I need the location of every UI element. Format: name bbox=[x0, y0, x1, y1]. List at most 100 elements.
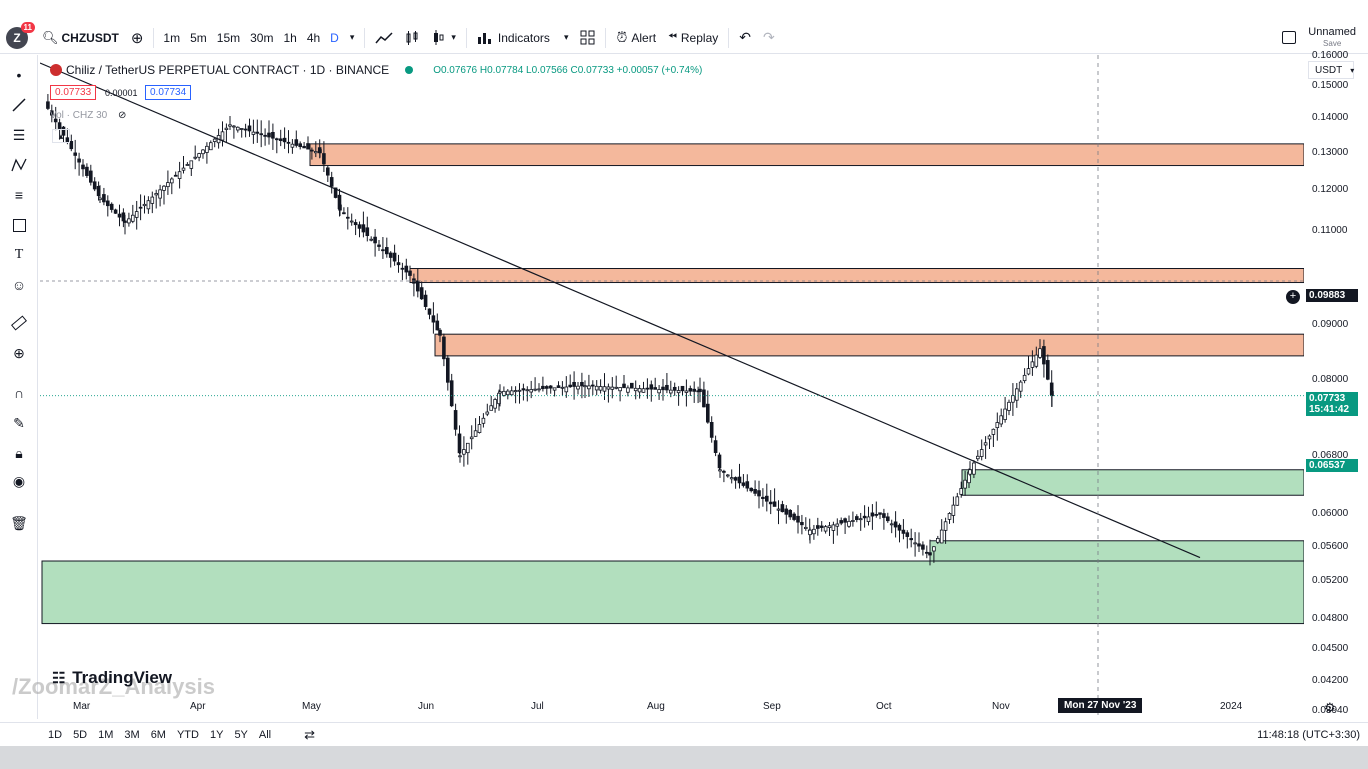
candle bbox=[951, 504, 956, 516]
candle bbox=[445, 357, 450, 383]
chart-legend: Chiliz / TetherUS PERPETUAL CONTRACT · 1… bbox=[50, 63, 702, 77]
compare-symbol-button[interactable]: ⊕ bbox=[125, 22, 150, 53]
candle bbox=[89, 170, 93, 183]
demand-zone bbox=[41, 560, 1304, 625]
magnet-icon[interactable]: ∩ bbox=[13, 385, 25, 401]
divider bbox=[364, 27, 366, 48]
sell-price-box[interactable]: 0.07733 bbox=[50, 85, 97, 100]
volume-indicator-label[interactable]: Vol · CHZ 30 ⊘ bbox=[50, 110, 126, 121]
range-button-1d[interactable]: 1D bbox=[48, 728, 63, 741]
candle-style-button[interactable]: ▾ bbox=[425, 22, 462, 53]
eye-off-icon[interactable]: ⊘ bbox=[118, 110, 127, 121]
divider bbox=[605, 27, 607, 48]
candle bbox=[377, 244, 381, 247]
candle bbox=[419, 287, 424, 300]
chevron-down-icon[interactable]: ▾ bbox=[349, 32, 355, 42]
layout-name-button[interactable]: Unnamed Save bbox=[1302, 22, 1362, 53]
candle bbox=[749, 487, 753, 492]
candle bbox=[353, 222, 358, 226]
crosshair-icon[interactable]: • bbox=[16, 67, 22, 83]
candle bbox=[947, 513, 952, 520]
candle bbox=[357, 224, 362, 229]
fib-retracement-icon[interactable]: ☰ bbox=[12, 126, 26, 143]
candle bbox=[819, 525, 824, 528]
text-icon[interactable]: T bbox=[14, 247, 24, 262]
trash-icon[interactable]: 🗑︎ bbox=[10, 514, 28, 531]
timeframe-5m[interactable]: 5m bbox=[190, 30, 207, 45]
candle bbox=[493, 399, 497, 409]
divider bbox=[465, 27, 467, 48]
replay-button[interactable]: ⏪︎ Replay bbox=[662, 22, 724, 53]
ruler-icon[interactable] bbox=[9, 313, 29, 333]
range-button-1y[interactable]: 1Y bbox=[209, 728, 224, 741]
candle bbox=[796, 515, 800, 523]
candle bbox=[1018, 381, 1023, 392]
candle bbox=[294, 139, 299, 146]
undo-button[interactable]: ↶ bbox=[733, 22, 757, 53]
buy-price-box[interactable]: 0.07734 bbox=[145, 85, 192, 100]
timeframe-15m[interactable]: 15m bbox=[216, 30, 241, 45]
alert-label: Alert bbox=[631, 30, 657, 45]
collapse-legend-button[interactable]: ▴ bbox=[52, 129, 70, 143]
currency-select[interactable]: USDT ▾ bbox=[1308, 61, 1354, 79]
window-footer bbox=[0, 746, 1368, 769]
candle bbox=[804, 526, 808, 529]
timeframe-30m[interactable]: 30m bbox=[250, 30, 274, 45]
time-tick: 2024 bbox=[1220, 701, 1243, 712]
range-button-6m[interactable]: 6M bbox=[150, 728, 166, 741]
range-button-1m[interactable]: 1M bbox=[98, 728, 114, 741]
lock-icon[interactable]: 🔒︎ bbox=[15, 444, 23, 461]
candle bbox=[473, 430, 478, 437]
price-scale[interactable]: 0.09883 0.07733 15:41:42 0.06537 0.16000… bbox=[1304, 50, 1360, 719]
symbol-search[interactable]: 🔍︎ CHZUSDT bbox=[36, 22, 125, 53]
date-range-icon[interactable]: ⇄ bbox=[304, 726, 316, 742]
pencil-lock-icon[interactable]: ✎ bbox=[13, 414, 25, 431]
zoom-icon[interactable]: ⊕ bbox=[13, 344, 25, 361]
price-tick: 0.03940 bbox=[1312, 705, 1349, 716]
price-tick: 0.15000 bbox=[1312, 79, 1349, 91]
chart-type-button[interactable] bbox=[369, 22, 399, 53]
emoji-icon[interactable]: ☺ bbox=[11, 277, 27, 293]
timeframe-1h[interactable]: 1h bbox=[283, 30, 297, 45]
supply-zone bbox=[434, 333, 1304, 357]
range-button-5y[interactable]: 5Y bbox=[234, 728, 248, 741]
candle bbox=[753, 489, 757, 494]
forecast-icon[interactable]: ≡ bbox=[14, 187, 24, 203]
price-chart[interactable] bbox=[40, 55, 1304, 719]
layout-name: Unnamed bbox=[1308, 25, 1356, 38]
candle bbox=[162, 185, 166, 191]
bars-type-button[interactable] bbox=[399, 22, 425, 53]
indicators-button[interactable]: Indicators ▾ bbox=[471, 22, 575, 53]
candle bbox=[843, 518, 847, 523]
candle bbox=[676, 390, 681, 394]
candle bbox=[278, 138, 283, 141]
timeframe-d[interactable]: D bbox=[330, 30, 339, 45]
pattern-icon[interactable] bbox=[9, 155, 29, 175]
symbol-title[interactable]: Chiliz / TetherUS PERPETUAL CONTRACT · 1… bbox=[66, 63, 390, 77]
range-button-ytd[interactable]: YTD bbox=[176, 728, 199, 741]
candle bbox=[761, 496, 765, 499]
layout-toggle-button[interactable] bbox=[1276, 22, 1302, 53]
redo-button[interactable]: ↷ bbox=[757, 22, 781, 53]
range-button-3m[interactable]: 3M bbox=[124, 728, 140, 741]
demand-zone bbox=[961, 469, 1304, 496]
user-avatar[interactable]: Z 11 bbox=[6, 21, 35, 49]
range-button-all[interactable]: All bbox=[258, 728, 272, 741]
timeframe-1m[interactable]: 1m bbox=[163, 30, 181, 45]
candle bbox=[169, 178, 174, 184]
range-button-5d[interactable]: 5D bbox=[73, 728, 88, 741]
eye-icon[interactable]: ◉ bbox=[12, 472, 26, 489]
candle bbox=[866, 516, 871, 522]
price-scale-plus-icon[interactable]: + bbox=[1286, 290, 1300, 304]
settings-icon[interactable]: ⚙ bbox=[1324, 700, 1336, 715]
timeframe-4h[interactable]: 4h bbox=[306, 30, 321, 45]
candle bbox=[718, 469, 722, 472]
alert-button[interactable]: ⏰︎ Alert bbox=[610, 22, 662, 53]
clock-timezone[interactable]: 11:48:18 (UTC+3:30) bbox=[1257, 728, 1360, 741]
ohlc-values: O0.07676 H0.07784 L0.07566 C0.07733 +0.0… bbox=[433, 64, 703, 76]
time-scale[interactable]: Mar Apr May Jun Jul Aug Sep Oct Nov 2024 bbox=[40, 697, 1304, 717]
trend-line-icon[interactable] bbox=[9, 95, 29, 115]
candle bbox=[932, 546, 936, 552]
shape-icon[interactable] bbox=[9, 215, 29, 235]
layouts-button[interactable] bbox=[574, 22, 601, 53]
